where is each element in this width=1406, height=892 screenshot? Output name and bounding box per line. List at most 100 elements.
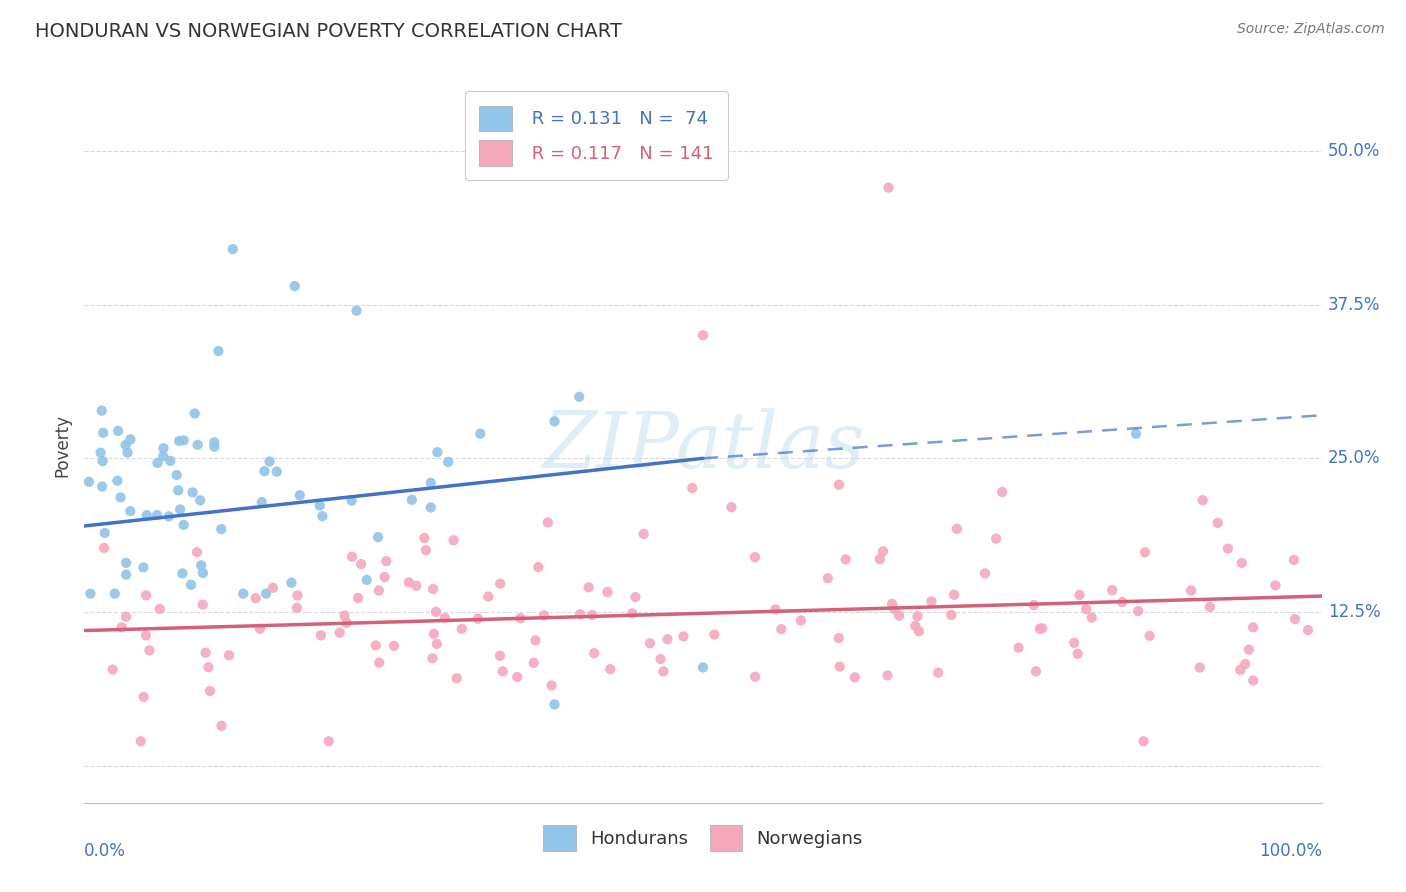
Point — [446, 671, 468, 685]
Point — [422, 582, 444, 596]
Text: ZIPatlas: ZIPatlas — [541, 408, 865, 484]
Point — [1074, 602, 1097, 616]
Point — [218, 648, 240, 663]
Point — [336, 615, 359, 630]
Point — [1284, 612, 1306, 626]
Point — [77, 475, 100, 489]
Point — [211, 719, 233, 733]
Point — [650, 652, 672, 666]
Point — [692, 328, 714, 343]
Point — [191, 598, 214, 612]
Point — [245, 591, 267, 606]
Point — [437, 455, 460, 469]
Text: 37.5%: 37.5% — [1327, 295, 1381, 313]
Point — [1066, 647, 1088, 661]
Point — [1080, 610, 1102, 624]
Point — [828, 659, 851, 673]
Point — [415, 543, 437, 558]
Point — [173, 434, 195, 448]
Point — [744, 670, 766, 684]
Point — [318, 734, 340, 748]
Point — [149, 602, 172, 616]
Point — [425, 605, 447, 619]
Point — [1132, 734, 1154, 748]
Point — [1229, 663, 1251, 677]
Point — [720, 500, 742, 515]
Point — [413, 531, 436, 545]
Text: 100.0%: 100.0% — [1258, 842, 1322, 860]
Point — [423, 627, 446, 641]
Point — [883, 602, 905, 616]
Point — [135, 508, 157, 523]
Point — [285, 600, 308, 615]
Point — [568, 390, 591, 404]
Point — [599, 662, 621, 676]
Point — [188, 493, 211, 508]
Point — [581, 608, 603, 623]
Point — [828, 631, 851, 645]
Point — [506, 670, 529, 684]
Point — [443, 533, 465, 548]
Point — [744, 550, 766, 565]
Point — [187, 438, 209, 452]
Point — [79, 587, 101, 601]
Point — [1139, 629, 1161, 643]
Point — [209, 522, 232, 536]
Point — [347, 591, 370, 605]
Point — [624, 590, 647, 604]
Point — [1237, 642, 1260, 657]
Point — [207, 344, 229, 359]
Point — [152, 450, 174, 464]
Point — [523, 656, 546, 670]
Point — [157, 509, 180, 524]
Point — [253, 464, 276, 478]
Point — [828, 477, 851, 491]
Point — [596, 585, 619, 599]
Point — [364, 639, 387, 653]
Point — [180, 578, 202, 592]
Point — [288, 488, 311, 502]
Point — [340, 493, 363, 508]
Point — [129, 734, 152, 748]
Point — [880, 597, 903, 611]
Point — [1125, 426, 1147, 441]
Point — [132, 560, 155, 574]
Point — [1128, 604, 1150, 618]
Point — [1025, 665, 1047, 679]
Point — [876, 668, 898, 682]
Point — [703, 627, 725, 641]
Point — [1188, 660, 1211, 674]
Point — [120, 504, 142, 518]
Point — [146, 508, 169, 522]
Point — [1234, 657, 1257, 671]
Point — [927, 665, 949, 680]
Point — [1101, 583, 1123, 598]
Point — [167, 434, 190, 448]
Point — [167, 483, 190, 498]
Point — [426, 445, 449, 459]
Point — [132, 690, 155, 704]
Point — [817, 571, 839, 585]
Point — [524, 633, 547, 648]
Point — [101, 663, 124, 677]
Point — [1063, 636, 1085, 650]
Y-axis label: Poverty: Poverty — [53, 415, 72, 477]
Point — [943, 588, 966, 602]
Point — [398, 575, 420, 590]
Text: 50.0%: 50.0% — [1327, 142, 1381, 160]
Point — [259, 454, 281, 468]
Point — [146, 456, 169, 470]
Point — [115, 556, 138, 570]
Point — [94, 525, 117, 540]
Point — [374, 570, 396, 584]
Point — [367, 530, 389, 544]
Point — [426, 637, 449, 651]
Point — [262, 581, 284, 595]
Point — [249, 622, 271, 636]
Point — [920, 594, 942, 608]
Point — [692, 660, 714, 674]
Point — [287, 589, 309, 603]
Point — [232, 587, 254, 601]
Point — [569, 607, 592, 622]
Point — [1230, 556, 1253, 570]
